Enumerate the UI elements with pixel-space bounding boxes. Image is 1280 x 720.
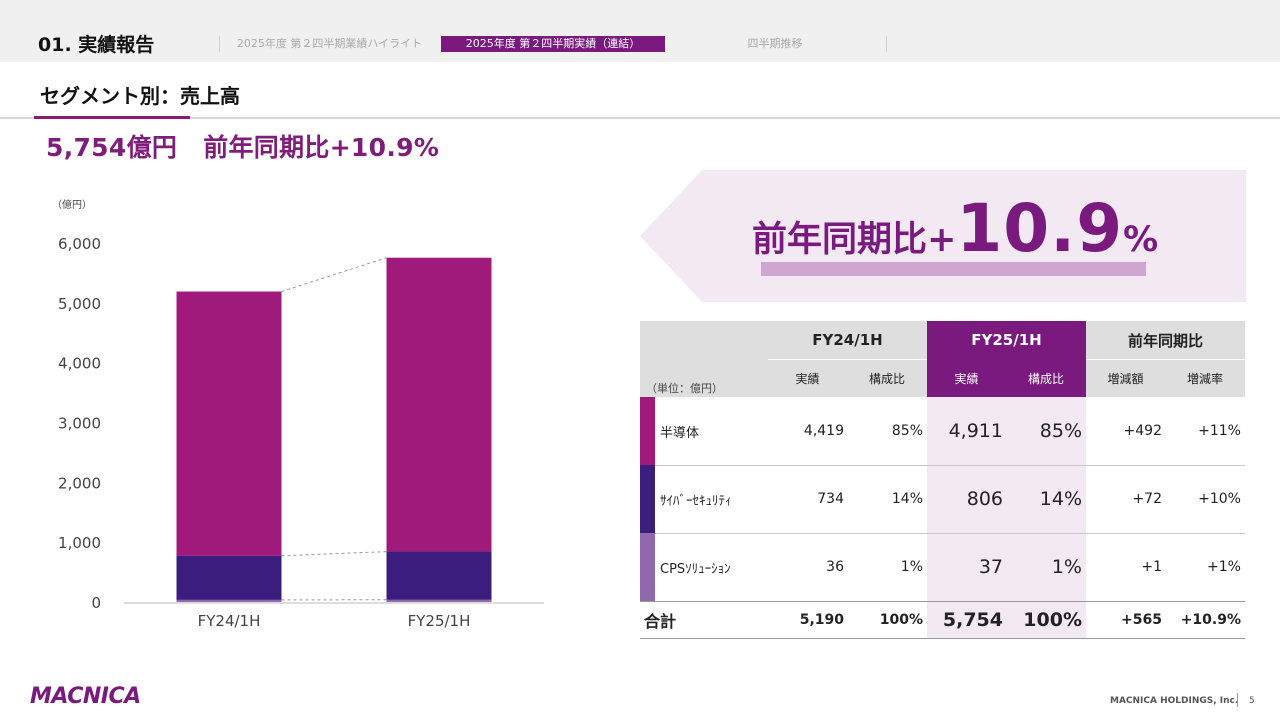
cps-color-strip (640, 533, 655, 601)
yoy-callout-underline (761, 262, 1146, 276)
table-cell: 37 (978, 556, 1003, 578)
x-tick-label: FY24/1H (198, 612, 261, 630)
table-unit-label: （単位：億円） (646, 382, 723, 395)
table-cell: 14% (1039, 488, 1082, 510)
row-label-total: 合計 (644, 612, 677, 631)
table-cell: 1% (900, 559, 923, 575)
page-title: セグメント別：売上高 (40, 84, 240, 108)
subheader-fy25-ratio: 構成比 (1006, 359, 1086, 397)
table-group-fy25: FY25/1H (927, 321, 1086, 359)
y-tick-label: 0 (91, 594, 101, 612)
title-underline (0, 117, 1280, 119)
headline-yoy: 前年同期比+10.9% (203, 133, 440, 162)
x-tick-label: FY25/1H (408, 612, 471, 630)
footer-company: MACNICA HOLDINGS, Inc. (1110, 696, 1239, 706)
segment-sales-stacked-bar-chart: （億円） 0 1,000 2,000 3,000 4,000 5,000 6,000 FY24/… (52, 198, 544, 630)
row-divider (640, 465, 1245, 466)
section-title: 01. 実績報告 (38, 34, 155, 56)
subheader-fy24-ratio: 構成比 (847, 359, 927, 397)
table-cell: +72 (1132, 491, 1162, 507)
footer-separator (1237, 693, 1238, 707)
cybersecurity-color-strip (640, 465, 655, 533)
page-number: 5 (1249, 696, 1255, 706)
y-tick-label: 4,000 (58, 355, 101, 373)
tab-separator (219, 36, 220, 52)
fy25-highlight-column (927, 397, 1086, 638)
table-cell: 100% (1023, 609, 1082, 631)
tab-results-consolidated[interactable]: 2025年度 第２四半期実績（連結） (441, 36, 665, 52)
table-cell: 4,419 (803, 423, 844, 439)
table-cell: 5,754 (942, 609, 1003, 631)
table-corner-cell (640, 321, 768, 397)
table-cell: 85% (1039, 420, 1082, 442)
header-divider (768, 359, 927, 360)
macnica-logo: MACNICA (30, 684, 141, 709)
table-cell: 14% (891, 491, 923, 507)
table-cell: 806 (966, 488, 1003, 510)
semiconductor-color-strip (640, 397, 655, 465)
subheader-fy25-actual: 実績 (927, 359, 1006, 397)
headline-amount: 5,754億円 (46, 133, 178, 162)
subheader-yoy-change: 増減額 (1086, 359, 1165, 397)
table-cell: +10.9% (1180, 612, 1241, 628)
table-cell: +565 (1121, 612, 1162, 628)
title-accent-bar (34, 116, 190, 119)
table-cell: 5,190 (799, 612, 844, 628)
table-cell: 36 (826, 559, 844, 575)
table-cell: 734 (817, 491, 844, 507)
bar-semiconductor (386, 257, 492, 552)
row-divider (640, 533, 1245, 534)
bar-cybersecurity (176, 555, 282, 600)
bar-cps (386, 599, 492, 602)
row-label-cps: CPSｿﾘｭｰｼｮﾝ (660, 561, 731, 577)
table-cell: +1% (1207, 559, 1241, 575)
yoy-callout-prefix: 前年同期比+ (752, 220, 957, 260)
headline: 5,754億円 前年同期比+10.9% (46, 128, 439, 164)
bar-semiconductor (176, 291, 282, 556)
table-cell: +10% (1198, 491, 1241, 507)
table-cell: +1 (1141, 559, 1162, 575)
tab-quarterly-trend[interactable]: 四半期推移 (747, 37, 803, 50)
table-cell: 100% (879, 612, 923, 628)
row-divider (640, 601, 1245, 602)
subheader-fy24-actual: 実績 (768, 359, 847, 397)
connector-line (281, 551, 387, 557)
table-cell: 85% (891, 423, 923, 439)
y-tick-label: 3,000 (58, 415, 101, 433)
bar-cybersecurity (386, 551, 492, 600)
row-label-cybersecurity: ｻｲﾊﾞｰｾｷｭﾘﾃｨ (660, 493, 732, 509)
bar-cps (176, 599, 282, 602)
table-cell: +492 (1123, 423, 1162, 439)
row-label-semiconductor: 半導体 (660, 425, 700, 441)
chart-unit-label: （億円） (52, 198, 92, 211)
top-navigation-bar (0, 0, 1280, 62)
tab-highlights[interactable]: 2025年度 第２四半期業績ハイライト (236, 37, 423, 50)
y-tick-label: 6,000 (58, 235, 101, 253)
table-cell: 4,911 (948, 420, 1003, 442)
table-bottom-rule (640, 638, 1245, 639)
tab-separator (886, 36, 887, 52)
table-group-yoy: 前年同期比 (1086, 321, 1245, 359)
y-tick-label: 2,000 (58, 474, 101, 492)
yoy-callout-suffix: % (1123, 220, 1159, 260)
y-tick-label: 1,000 (58, 534, 101, 552)
connector-line (281, 257, 387, 293)
yoy-callout-text: 前年同期比+10.9% (752, 190, 1158, 267)
table-group-fy24: FY24/1H (768, 321, 927, 359)
table-cell: 1% (1051, 556, 1082, 578)
y-tick-label: 5,000 (58, 295, 101, 313)
yoy-callout-number: 10.9 (956, 190, 1124, 267)
subheader-yoy-rate: 増減率 (1165, 359, 1245, 397)
header-divider (1086, 359, 1245, 360)
table-cell: +11% (1198, 423, 1241, 439)
